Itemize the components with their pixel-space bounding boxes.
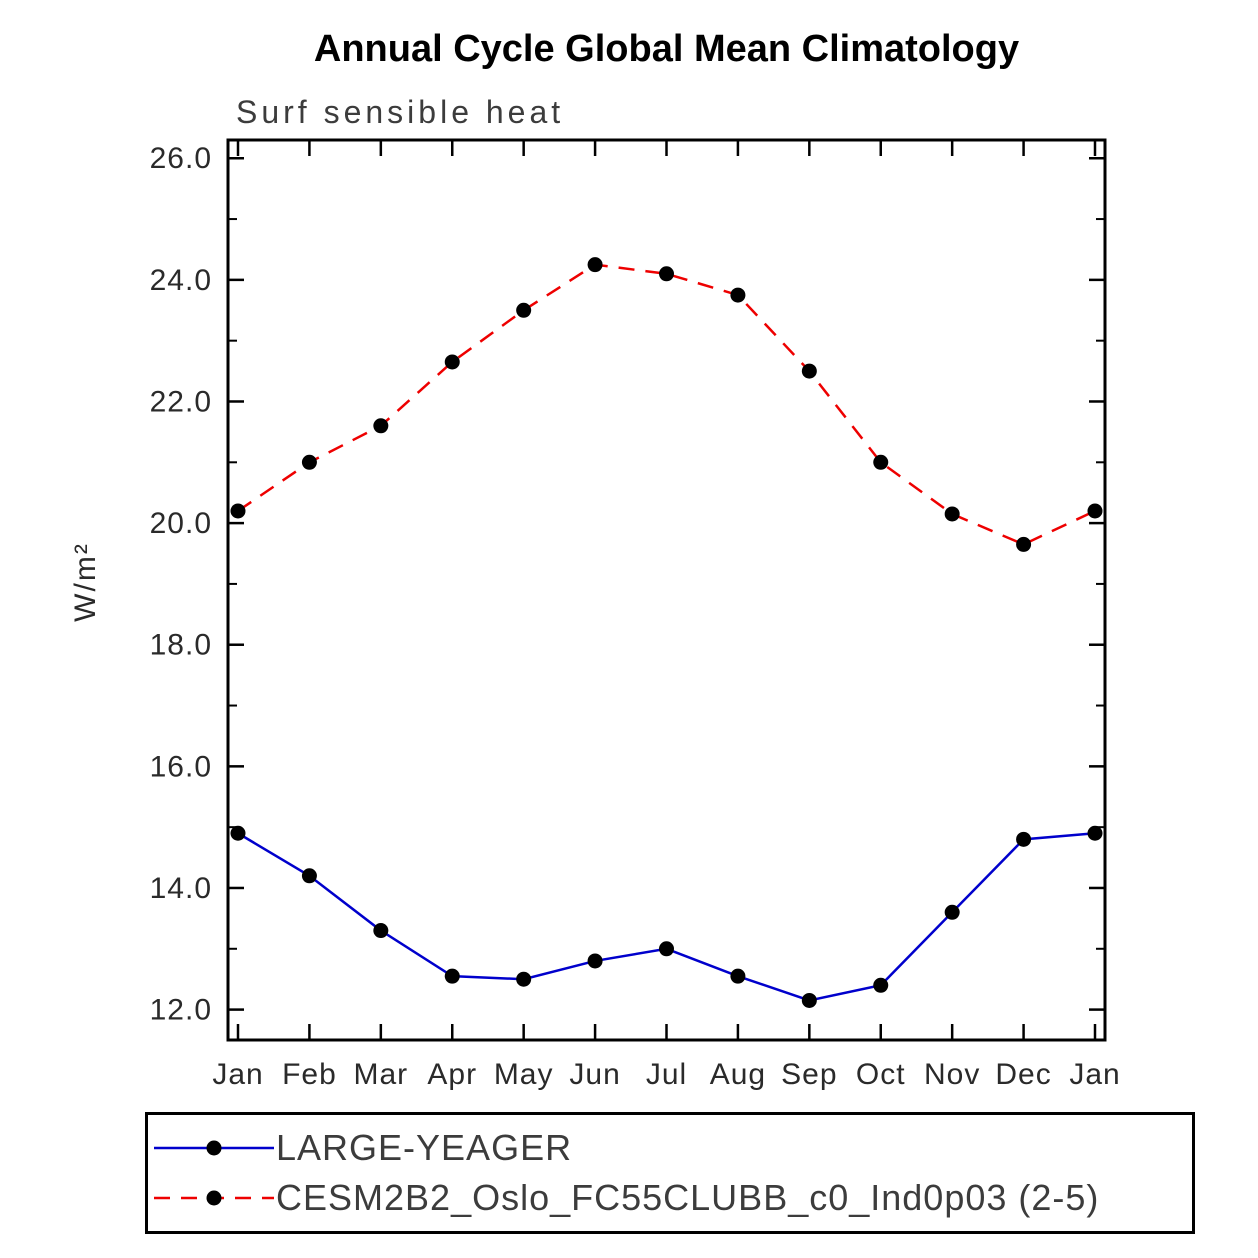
x-tick-label: Jan xyxy=(1069,1058,1120,1091)
x-tick-label: May xyxy=(494,1058,554,1091)
data-point-marker xyxy=(730,968,746,984)
x-tick-label: Feb xyxy=(282,1058,337,1091)
y-tick-label: 20.0 xyxy=(150,507,212,540)
data-point-marker xyxy=(373,418,389,434)
x-tick-label: Mar xyxy=(353,1058,408,1091)
legend-box: LARGE-YEAGER CESM2B2_Oslo_FC55CLUBB_c0_In… xyxy=(145,1112,1195,1234)
x-tick-label: Oct xyxy=(856,1058,906,1091)
legend-label: LARGE-YEAGER xyxy=(276,1127,573,1168)
chart-subtitle: Surf sensible heat xyxy=(236,94,565,130)
data-point-marker xyxy=(944,506,960,522)
data-point-marker xyxy=(301,454,317,470)
data-point-marker xyxy=(516,302,532,318)
x-tick-label: Sep xyxy=(781,1058,837,1091)
y-tick-label: 18.0 xyxy=(150,629,212,662)
data-point-marker xyxy=(801,992,817,1008)
data-point-marker xyxy=(801,363,817,379)
data-point-marker xyxy=(659,941,674,957)
y-tick-label: 12.0 xyxy=(150,994,212,1027)
data-point-marker xyxy=(1087,825,1103,841)
y-tick-label: 24.0 xyxy=(150,264,212,297)
data-point-marker xyxy=(944,904,960,920)
data-point-marker xyxy=(587,257,603,273)
data-point-marker xyxy=(301,868,317,884)
x-tick-label: Jun xyxy=(569,1058,620,1091)
legend-label: CESM2B2_Oslo_FC55CLUBB_c0_Ind0p03 (2-5) xyxy=(276,1177,1100,1218)
data-point-marker xyxy=(444,968,460,984)
data-point-marker xyxy=(230,503,246,519)
x-tick-label: Jul xyxy=(646,1058,687,1091)
y-tick-label: 16.0 xyxy=(150,750,212,783)
legend-item-0: LARGE-YEAGER xyxy=(154,1127,1184,1169)
y-tick-label: 26.0 xyxy=(150,142,212,175)
data-point-marker xyxy=(659,266,674,282)
x-tick-label: Dec xyxy=(995,1058,1051,1091)
x-tick-label: Nov xyxy=(924,1058,980,1091)
y-tick-label: 22.0 xyxy=(150,385,212,418)
legend-line-sample xyxy=(154,1190,274,1206)
legend-line-sample xyxy=(154,1140,274,1156)
data-point-marker xyxy=(373,923,389,939)
series-line-0 xyxy=(237,831,1096,1002)
x-tick-label: Apr xyxy=(427,1058,477,1091)
data-point-marker xyxy=(730,287,746,303)
data-point-marker xyxy=(444,354,460,370)
x-tick-label: Jan xyxy=(212,1058,263,1091)
data-point-marker xyxy=(516,971,532,987)
legend-item-1: CESM2B2_Oslo_FC55CLUBB_c0_Ind0p03 (2-5) xyxy=(154,1177,1184,1219)
data-point-marker xyxy=(873,454,889,470)
data-point-marker xyxy=(1087,503,1103,519)
data-point-marker xyxy=(873,977,889,993)
data-point-marker xyxy=(1016,831,1032,847)
data-point-marker xyxy=(587,953,603,969)
data-point-marker xyxy=(230,825,246,841)
data-point-marker xyxy=(1016,536,1032,552)
x-tick-label: Aug xyxy=(710,1058,766,1091)
series-line-1 xyxy=(237,263,1096,546)
y-tick-label: 14.0 xyxy=(150,872,212,905)
chart-title: Annual Cycle Global Mean Climatology xyxy=(313,28,1020,70)
